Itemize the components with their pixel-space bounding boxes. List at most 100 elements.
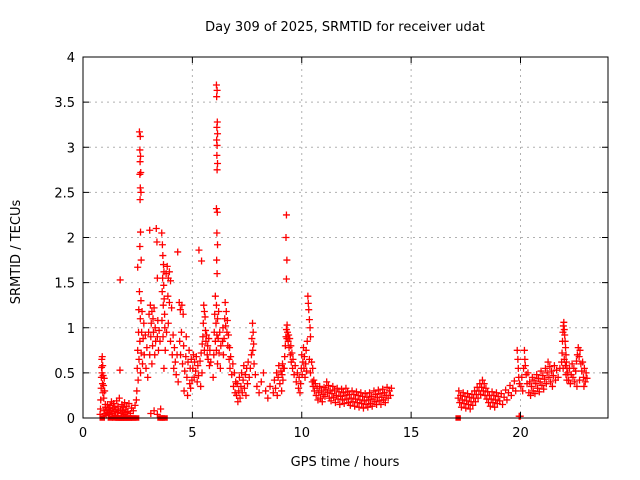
data-point	[176, 337, 184, 345]
data-point	[566, 380, 574, 388]
data-point	[132, 396, 140, 404]
data-point	[323, 378, 331, 386]
data-point	[569, 373, 577, 381]
data-point	[100, 394, 108, 402]
data-point	[568, 360, 576, 368]
data-point	[544, 358, 552, 366]
data-point	[197, 382, 205, 390]
data-point	[115, 394, 123, 402]
data-point	[294, 384, 302, 392]
data-point	[149, 342, 157, 350]
data-point	[137, 188, 145, 196]
data-point	[352, 388, 360, 396]
data-point	[213, 141, 221, 149]
data-point	[136, 170, 144, 178]
data-point	[282, 211, 290, 219]
data-point	[165, 298, 173, 306]
data-point	[116, 276, 124, 284]
data-point	[346, 401, 354, 409]
data-point	[183, 373, 191, 381]
data-point	[561, 331, 569, 339]
data-point	[580, 373, 587, 381]
data-point	[215, 349, 223, 357]
data-point	[136, 132, 144, 140]
data-point	[151, 351, 159, 359]
data-point	[486, 402, 494, 410]
data-point	[144, 373, 152, 381]
data-point	[370, 387, 378, 395]
data-point	[255, 389, 263, 397]
data-point	[534, 384, 542, 392]
data-point	[278, 387, 286, 395]
data-point	[167, 337, 174, 345]
data-point	[212, 319, 220, 327]
data-point	[293, 369, 301, 377]
data-point	[286, 335, 294, 343]
data-point	[200, 301, 208, 309]
data-point	[361, 390, 369, 398]
data-point	[146, 301, 154, 309]
data-point	[463, 397, 471, 405]
data-point	[116, 366, 124, 374]
data-point	[281, 353, 289, 361]
data-point	[214, 360, 222, 368]
data-point	[507, 391, 515, 399]
data-point	[316, 382, 324, 390]
x-tick-label: 20	[512, 426, 529, 441]
data-point	[213, 86, 221, 94]
data-point	[328, 390, 336, 398]
data-point	[190, 373, 198, 381]
data-point	[158, 288, 166, 296]
data-point	[164, 292, 172, 300]
data-point	[233, 380, 241, 388]
data-point	[321, 392, 329, 400]
x-tick-label: 0	[79, 426, 87, 441]
data-point	[150, 304, 158, 312]
data-point	[351, 402, 359, 410]
data-point	[482, 384, 490, 392]
data-point	[214, 335, 222, 343]
data-point	[160, 364, 168, 372]
data-point	[223, 317, 231, 325]
data-point	[142, 364, 150, 372]
data-point	[101, 387, 109, 395]
data-point	[214, 241, 222, 249]
data-point	[159, 301, 167, 309]
data-point	[580, 364, 588, 372]
data-point	[291, 362, 299, 370]
data-point	[279, 376, 287, 384]
data-point	[549, 372, 557, 380]
data-point	[547, 378, 555, 386]
data-point	[365, 396, 373, 404]
data-point	[289, 355, 297, 363]
data-point	[143, 344, 151, 352]
data-point	[534, 374, 542, 382]
data-point	[524, 369, 532, 377]
data-point	[527, 391, 535, 399]
data-point	[305, 316, 313, 324]
data-point	[204, 342, 212, 350]
data-point	[274, 373, 282, 381]
data-point	[148, 360, 156, 368]
data-point	[163, 262, 171, 270]
data-point	[136, 158, 144, 166]
data-point	[182, 333, 190, 341]
data-point	[338, 396, 346, 404]
data-point	[161, 310, 169, 318]
data-point	[554, 373, 562, 381]
data-point	[269, 389, 277, 397]
data-point	[179, 310, 187, 318]
data-point	[236, 394, 244, 402]
data-point	[347, 394, 355, 402]
data-point	[309, 364, 317, 372]
y-tick-label: 1.5	[54, 277, 75, 292]
data-point	[195, 246, 203, 254]
data-point	[341, 391, 349, 399]
data-point	[327, 397, 335, 405]
data-point	[336, 400, 344, 408]
data-point	[138, 328, 146, 336]
data-point	[297, 380, 305, 388]
data-point	[129, 407, 137, 415]
data-point	[157, 405, 165, 413]
